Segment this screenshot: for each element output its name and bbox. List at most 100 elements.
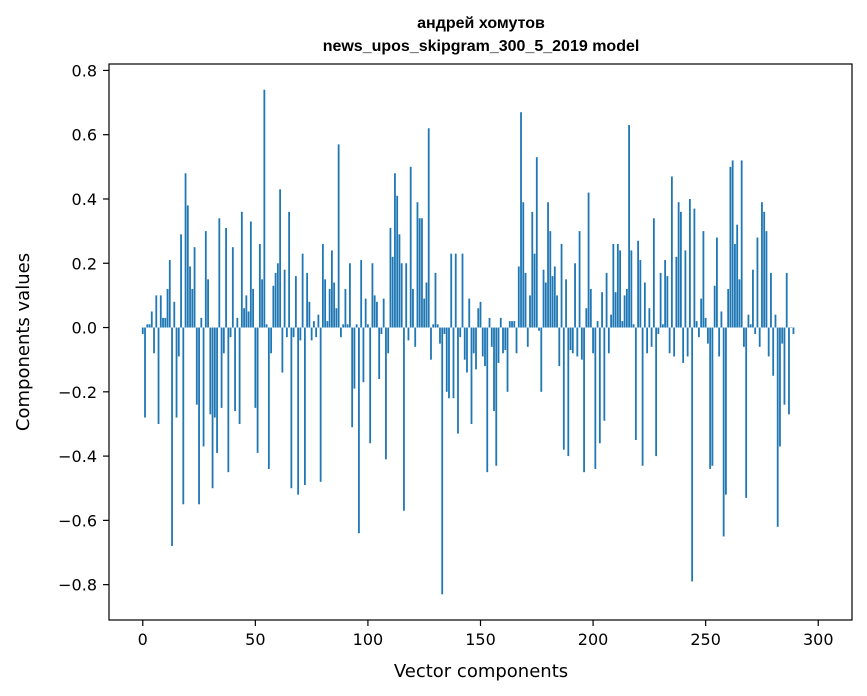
- bar-component-244: [691, 327, 694, 582]
- bar-component-124: [421, 218, 423, 328]
- bar-component-136: [448, 327, 450, 399]
- bar-component-56: [267, 327, 270, 469]
- bar-component-24: [195, 327, 198, 405]
- bar-component-128: [430, 327, 432, 360]
- chart-subtitle: news_upos_skipgram_300_5_2019 model: [323, 38, 640, 55]
- bar-component-217: [630, 250, 633, 328]
- bar-component-262: [731, 160, 734, 328]
- bar-component-206: [605, 272, 608, 328]
- y-tick-label: −0.4: [58, 447, 97, 466]
- bar-component-65: [288, 211, 291, 328]
- bar-component-157: [495, 327, 498, 466]
- bar-component-220: [637, 240, 640, 328]
- bar-component-277: [765, 231, 768, 328]
- bar-component-150: [479, 301, 482, 328]
- y-tick-label: 0.2: [72, 254, 97, 273]
- bar-component-36: [222, 327, 225, 354]
- bar-component-40: [231, 247, 234, 328]
- bar-component-72: [303, 327, 306, 486]
- bar-component-34: [218, 218, 221, 328]
- bar-component-64: [285, 327, 288, 338]
- bar-component-92: [349, 263, 351, 328]
- bar-component-46: [245, 295, 248, 328]
- bar-component-8: [159, 295, 162, 328]
- bar-component-38: [227, 327, 230, 473]
- bar-component-200: [592, 327, 594, 354]
- bar-component-208: [610, 314, 612, 328]
- bar-component-139: [454, 253, 457, 328]
- bar-component-81: [324, 279, 327, 328]
- bar-component-104: [376, 301, 378, 328]
- bar-component-231: [661, 324, 664, 328]
- bar-component-16: [177, 327, 180, 357]
- bar-component-1: [144, 327, 146, 418]
- x-tick-label: 150: [465, 630, 496, 649]
- bar-component-194: [578, 231, 581, 328]
- bar-component-3: [148, 324, 151, 328]
- bar-component-214: [623, 295, 626, 328]
- bar-component-77: [315, 327, 318, 338]
- bar-component-149: [477, 308, 480, 328]
- bar-component-107: [382, 298, 385, 328]
- bar-component-225: [648, 308, 651, 328]
- bar-component-163: [508, 321, 511, 328]
- bar-component-82: [326, 321, 329, 328]
- bar-component-71: [301, 253, 304, 328]
- bar-component-94: [353, 327, 356, 389]
- bar-component-249: [702, 231, 705, 328]
- bar-component-51: [256, 327, 259, 453]
- bar-component-127: [427, 128, 430, 328]
- bar-component-241: [684, 250, 687, 328]
- bar-component-117: [405, 263, 408, 328]
- bar-component-230: [659, 272, 662, 328]
- bar-component-73: [306, 272, 309, 328]
- bar-component-12: [168, 260, 171, 328]
- bar-component-55: [265, 324, 268, 328]
- bar-component-198: [587, 192, 590, 328]
- bar-component-192: [574, 263, 576, 328]
- bar-component-166: [515, 327, 518, 354]
- bar-component-86: [335, 308, 338, 328]
- bar-component-145: [468, 298, 471, 328]
- bar-component-222: [641, 327, 644, 466]
- bar-component-140: [457, 327, 459, 434]
- bar-component-47: [247, 311, 250, 328]
- bar-component-113: [396, 195, 399, 328]
- bar-component-184: [556, 295, 558, 328]
- y-tick-label: −0.8: [58, 576, 97, 595]
- bar-component-49: [252, 288, 254, 328]
- bar-component-268: [745, 327, 748, 498]
- bar-component-144: [466, 327, 468, 373]
- bar-component-15: [175, 327, 178, 418]
- bar-component-129: [432, 324, 435, 328]
- bar-component-147: [472, 327, 475, 354]
- bar-component-14: [173, 301, 176, 328]
- bar-component-172: [529, 295, 531, 328]
- bar-component-176: [538, 327, 540, 331]
- bar-component-78: [317, 314, 320, 328]
- bar-component-89: [342, 324, 345, 328]
- bar-component-154: [488, 317, 491, 328]
- bar-component-28: [204, 231, 207, 328]
- bar-component-0: [141, 327, 144, 334]
- bar-component-67: [292, 327, 295, 338]
- bar-component-159: [499, 317, 502, 328]
- bar-component-239: [679, 211, 682, 328]
- bar-component-2: [146, 324, 149, 328]
- bar-component-219: [634, 327, 637, 441]
- bar-component-134: [443, 327, 446, 334]
- bar-component-175: [535, 157, 538, 328]
- bar-component-33: [216, 327, 218, 453]
- bar-component-169: [522, 202, 525, 328]
- bar-component-91: [346, 324, 349, 328]
- bar-component-6: [155, 295, 158, 328]
- bar-component-160: [502, 327, 504, 354]
- bar-component-138: [452, 327, 455, 399]
- bar-component-165: [513, 321, 516, 328]
- bar-component-261: [729, 166, 732, 328]
- bar-component-7: [157, 327, 160, 424]
- bar-component-227: [652, 218, 655, 328]
- y-tick-label: 0.6: [72, 126, 97, 145]
- bar-component-41: [234, 327, 236, 412]
- bar-component-218: [632, 324, 635, 328]
